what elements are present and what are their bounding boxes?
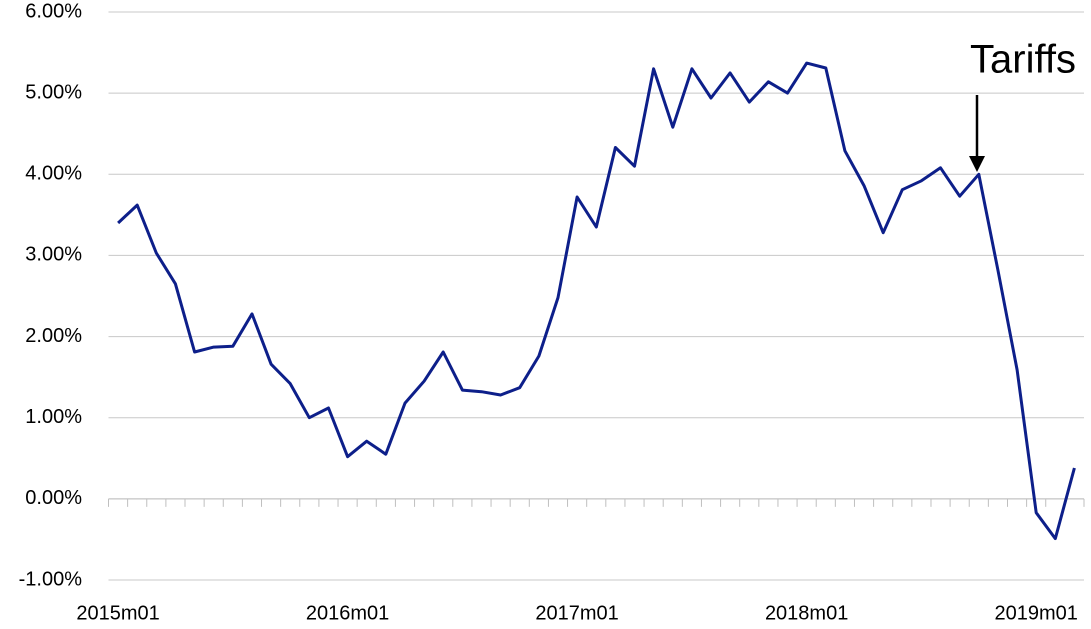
- x-tick-label: 2016m01: [306, 602, 389, 624]
- x-tick-label: 2019m01: [994, 602, 1077, 624]
- y-tick-label: -1.00%: [19, 568, 83, 590]
- x-tick-label: 2015m01: [76, 602, 159, 624]
- y-tick-label: 4.00%: [25, 163, 82, 185]
- y-tick-label: 3.00%: [25, 244, 82, 266]
- x-tick-label: 2017m01: [535, 602, 618, 624]
- y-tick-label: 6.00%: [25, 0, 82, 22]
- annotation-arrowhead: [969, 156, 985, 172]
- y-tick-label: 2.00%: [25, 325, 82, 347]
- y-tick-label: 5.00%: [25, 81, 82, 103]
- y-tick-label: 1.00%: [25, 406, 82, 428]
- x-tick-label: 2018m01: [765, 602, 848, 624]
- y-tick-label: 0.00%: [25, 487, 82, 509]
- data-line: [117, 61, 1076, 541]
- annotation: Tariffs: [970, 38, 1076, 82]
